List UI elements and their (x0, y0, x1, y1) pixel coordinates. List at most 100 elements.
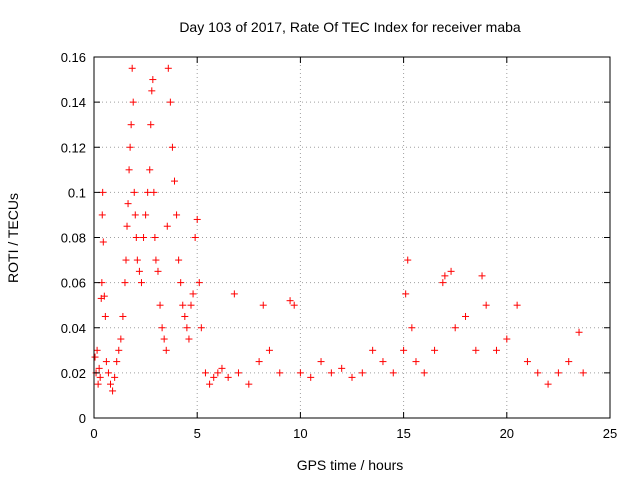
data-point (193, 215, 201, 223)
data-point (245, 380, 253, 388)
data-point (276, 369, 284, 377)
data-point (218, 364, 226, 372)
data-point (191, 234, 199, 241)
data-point (113, 358, 121, 366)
data-point (472, 346, 480, 354)
y-tick-label: 0.12 (61, 140, 86, 155)
data-point (523, 358, 531, 366)
data-point (575, 328, 583, 336)
data-point (389, 369, 397, 377)
data-point (197, 324, 205, 332)
data-point (492, 346, 500, 354)
data-point (195, 279, 203, 287)
data-point (132, 234, 140, 241)
data-point (170, 177, 178, 185)
data-point (99, 188, 107, 196)
data-point (147, 121, 155, 129)
data-point (95, 364, 103, 372)
data-point (177, 279, 185, 287)
data-point (402, 290, 410, 298)
data-point (544, 380, 552, 388)
data-point (130, 188, 138, 196)
data-point (162, 346, 170, 354)
data-point (154, 267, 162, 275)
x-tick-label: 20 (500, 426, 514, 441)
data-point (230, 290, 238, 298)
chart-title: Day 103 of 2017, Rate Of TEC Index for r… (179, 19, 521, 35)
data-point (104, 369, 112, 377)
data-point (158, 324, 166, 332)
data-point (379, 358, 387, 366)
data-point (201, 369, 209, 377)
data-point (290, 301, 298, 309)
data-point (255, 358, 263, 366)
y-tick-label: 0.14 (61, 95, 86, 110)
y-tick-label: 0.1 (68, 185, 86, 200)
data-point (307, 373, 315, 381)
data-point (439, 279, 447, 287)
data-point (144, 188, 152, 196)
data-point (565, 358, 573, 366)
data-point (358, 369, 366, 377)
data-point (126, 143, 134, 151)
data-point (210, 373, 218, 381)
data-point (166, 98, 174, 106)
data-point (96, 373, 104, 381)
y-axis-label: ROTI / TECUs (5, 193, 21, 283)
data-point (101, 312, 109, 320)
data-point (99, 238, 107, 246)
data-point (115, 346, 123, 354)
data-point (160, 335, 168, 343)
data-point (93, 346, 101, 354)
data-point (148, 87, 156, 95)
data-point (224, 373, 232, 381)
data-point (107, 380, 115, 388)
data-point (286, 297, 294, 305)
x-tick-label: 15 (396, 426, 410, 441)
tick-labels: 0 5 10 15 20 25 0 0.02 0.04 0.06 0.08 0.1 0.12 0.14 0.… (61, 50, 618, 441)
data-point (124, 200, 132, 208)
data-point (412, 358, 420, 366)
data-point (579, 369, 587, 377)
x-tick-label: 25 (603, 426, 617, 441)
data-point (133, 256, 141, 264)
data-point (369, 346, 377, 354)
data-point (234, 369, 242, 377)
data-point (482, 301, 490, 309)
data-point (179, 301, 187, 309)
data-point (109, 387, 117, 395)
data-point (111, 373, 119, 381)
data-point (146, 166, 154, 174)
data-point (168, 143, 176, 151)
data-point (128, 64, 136, 72)
data-point (408, 324, 416, 332)
data-point (129, 98, 137, 106)
data-point (185, 335, 193, 343)
data-point (142, 211, 150, 219)
data-point (91, 353, 99, 361)
data-point (503, 335, 511, 343)
data-point (400, 346, 408, 354)
x-tick-label: 10 (293, 426, 307, 441)
data-point (317, 358, 325, 366)
y-tick-label: 0.02 (61, 366, 86, 381)
data-point (296, 369, 304, 377)
data-point (206, 380, 214, 388)
data-point (100, 292, 108, 300)
data-point (117, 335, 125, 343)
data-point (98, 211, 106, 219)
data-point (338, 364, 346, 372)
data-point (163, 222, 171, 230)
data-point (451, 324, 459, 332)
y-tick-label: 0.08 (61, 231, 86, 246)
data-point (122, 256, 130, 264)
y-tick-label: 0.06 (61, 276, 86, 291)
data-point (94, 380, 102, 388)
y-tick-label: 0.04 (61, 321, 86, 336)
data-point (187, 301, 195, 309)
data-point (181, 312, 189, 320)
data-point (137, 279, 145, 287)
